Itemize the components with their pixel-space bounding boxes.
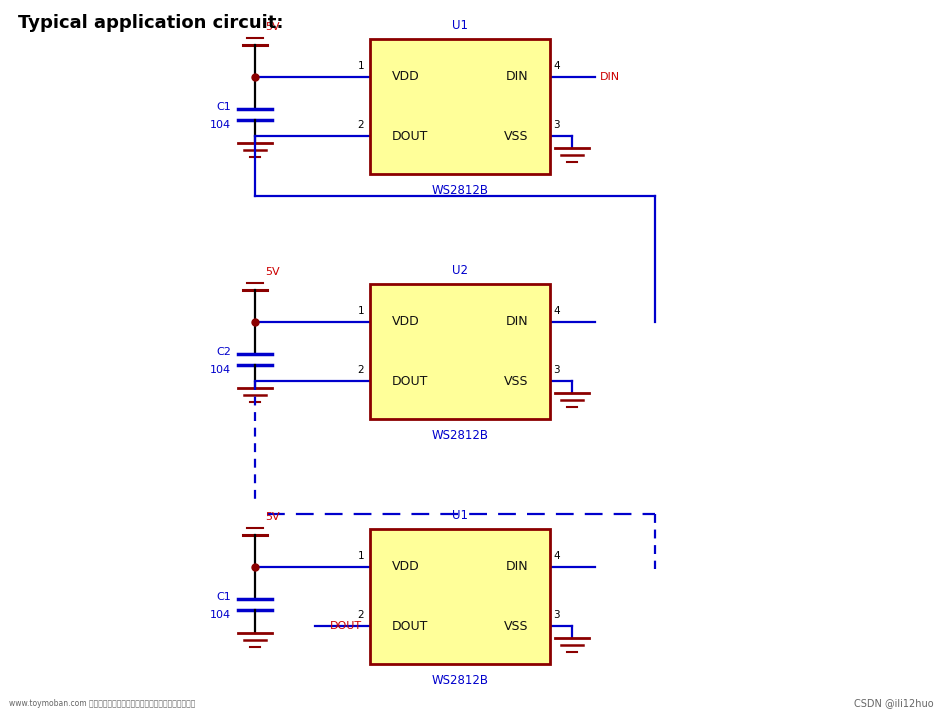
Text: VDD: VDD — [392, 560, 420, 573]
Text: DOUT: DOUT — [330, 621, 362, 631]
Text: 4: 4 — [553, 551, 559, 561]
Text: WS2812B: WS2812B — [432, 674, 488, 687]
Text: 104: 104 — [210, 610, 231, 620]
Text: 1: 1 — [357, 306, 364, 316]
Text: U2: U2 — [452, 264, 468, 277]
Text: 104: 104 — [210, 365, 231, 375]
FancyBboxPatch shape — [370, 39, 550, 174]
Text: U1: U1 — [452, 509, 468, 522]
Text: 4: 4 — [553, 306, 559, 316]
Text: DOUT: DOUT — [392, 375, 428, 388]
Text: VSS: VSS — [504, 620, 528, 633]
Text: DOUT: DOUT — [392, 620, 428, 633]
Text: WS2812B: WS2812B — [432, 429, 488, 442]
Text: U1: U1 — [452, 19, 468, 32]
Text: VSS: VSS — [504, 375, 528, 388]
Text: 2: 2 — [357, 120, 364, 130]
Text: DIN: DIN — [505, 70, 528, 83]
Text: 1: 1 — [357, 61, 364, 70]
Text: VDD: VDD — [392, 70, 420, 83]
Text: DIN: DIN — [505, 316, 528, 329]
Text: 3: 3 — [553, 610, 559, 620]
Text: DIN: DIN — [505, 560, 528, 573]
Text: DIN: DIN — [600, 72, 620, 82]
FancyBboxPatch shape — [370, 284, 550, 419]
Text: VDD: VDD — [392, 316, 420, 329]
Text: 2: 2 — [357, 610, 364, 620]
Text: C1: C1 — [216, 592, 231, 602]
Text: CSDN @ili12huo: CSDN @ili12huo — [854, 698, 934, 708]
Text: 5V: 5V — [265, 22, 280, 32]
FancyBboxPatch shape — [370, 529, 550, 664]
Text: WS2812B: WS2812B — [432, 184, 488, 197]
Text: 1: 1 — [357, 551, 364, 561]
Text: 3: 3 — [553, 365, 559, 375]
Text: 5V: 5V — [265, 267, 280, 277]
Text: 5V: 5V — [265, 512, 280, 522]
Text: Typical application circuit:: Typical application circuit: — [18, 14, 284, 32]
Text: C1: C1 — [216, 102, 231, 111]
Text: www.toymoban.com 网络图片仅供展示，非存储，如有侵权请联系删除。: www.toymoban.com 网络图片仅供展示，非存储，如有侵权请联系删除。 — [9, 699, 196, 708]
Text: 3: 3 — [553, 120, 559, 130]
Text: 104: 104 — [210, 120, 231, 130]
Text: 4: 4 — [553, 61, 559, 70]
Text: 2: 2 — [357, 365, 364, 375]
Text: C2: C2 — [216, 347, 231, 357]
Text: DOUT: DOUT — [392, 129, 428, 142]
Text: VSS: VSS — [504, 129, 528, 142]
